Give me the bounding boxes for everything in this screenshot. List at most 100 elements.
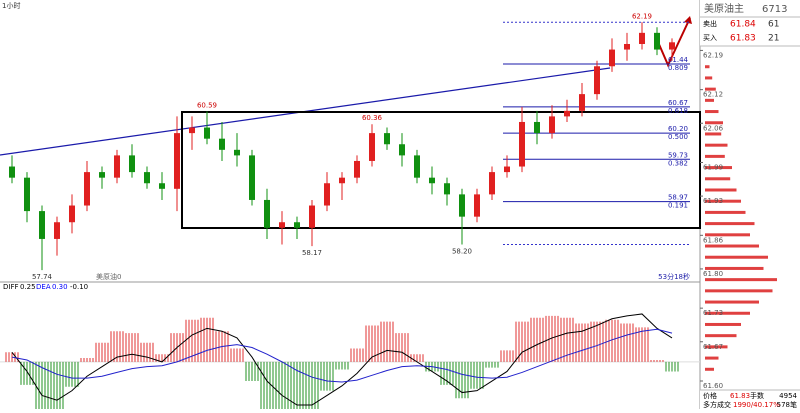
- volume-bar: [705, 289, 773, 293]
- volume-bar: [705, 266, 764, 270]
- fib-ratio: 0.191: [668, 202, 688, 210]
- candle-body: [339, 177, 345, 184]
- countdown: 53分18秒: [658, 272, 690, 281]
- candle-body: [249, 155, 255, 200]
- volume-bar: [705, 367, 714, 371]
- quote-code: 6713: [762, 4, 787, 15]
- price-annotation: 60.36: [362, 114, 383, 122]
- macd-value: -0.10: [70, 283, 88, 291]
- candle-body: [309, 205, 315, 228]
- footer-panel: [700, 390, 800, 409]
- price-annotation: 62.19: [632, 12, 652, 20]
- volume-bar: [705, 255, 768, 259]
- volume-bar: [705, 345, 728, 349]
- candle-body: [159, 183, 165, 189]
- candle-body: [474, 194, 480, 217]
- trades: 578笔: [777, 400, 797, 409]
- candle-body: [279, 222, 285, 228]
- price-value: 61.83: [730, 392, 750, 400]
- y-tick-label: 61.80: [703, 270, 723, 278]
- candle-body: [669, 42, 675, 50]
- candle-body: [174, 133, 180, 189]
- fib-ratio: 0.382: [668, 159, 688, 167]
- candle-body: [429, 177, 435, 184]
- volume-bar: [705, 334, 737, 338]
- candle-body: [624, 43, 630, 50]
- candle-body: [219, 138, 225, 150]
- buy-price: 61.83: [730, 34, 756, 44]
- qty-value: 4954: [779, 392, 797, 400]
- volume-bar: [705, 177, 731, 181]
- fib-ratio: 0.809: [668, 64, 688, 72]
- candle-body: [189, 127, 195, 134]
- candle-body: [264, 199, 270, 228]
- candle-body: [114, 155, 120, 178]
- y-tick-label: 61.67: [703, 343, 723, 351]
- arrow-head: [684, 16, 692, 24]
- fib-price: 59.73: [668, 151, 688, 159]
- candle-body: [594, 66, 600, 95]
- period[interactable]: 1小时: [2, 1, 20, 10]
- side-label: 多方成交: [703, 400, 731, 409]
- candle-body: [399, 144, 405, 156]
- diff-label: DIFF: [3, 283, 19, 291]
- y-tick-label: 61.99: [703, 163, 723, 171]
- volume-bar: [705, 244, 759, 248]
- candle-body: [234, 149, 240, 156]
- candle-body: [294, 222, 300, 228]
- macd-line: [11, 313, 673, 406]
- volume-bar: [705, 143, 728, 147]
- candle-body: [414, 155, 420, 178]
- candle-body: [39, 211, 45, 239]
- candle-body: [639, 32, 645, 44]
- fib-price: 58.97: [668, 194, 688, 202]
- candle-body: [564, 110, 570, 117]
- candle-body: [609, 49, 615, 67]
- candle-body: [384, 133, 390, 145]
- candle-body: [489, 172, 495, 195]
- volume-bar: [705, 121, 723, 125]
- diff-value: 0.25: [20, 283, 36, 291]
- candle-body: [99, 172, 105, 178]
- fib-price: 61.44: [668, 56, 689, 64]
- volume-bar: [705, 188, 737, 192]
- dea-value: 0.30: [52, 283, 68, 291]
- candle-body: [84, 172, 90, 206]
- buy-qty: 21: [768, 34, 779, 44]
- y-tick-label: 62.19: [703, 51, 723, 59]
- price-annotation: 58.17: [302, 249, 322, 257]
- candle-body: [519, 121, 525, 167]
- candle-body: [459, 194, 465, 217]
- candle-body: [579, 94, 585, 111]
- price-annotation: 57.74: [32, 273, 53, 281]
- volume-bar: [705, 356, 719, 360]
- dea-label: DEA: [36, 283, 51, 291]
- volume-bar: [705, 233, 750, 237]
- candle-body: [129, 155, 135, 173]
- candle-body: [54, 222, 60, 239]
- macd-line: [11, 328, 673, 383]
- candle-body: [69, 205, 75, 223]
- volume-bar: [705, 132, 722, 136]
- y-tick-label: 61.60: [703, 382, 723, 390]
- volume-bar: [705, 76, 713, 80]
- volume-bar: [705, 154, 725, 158]
- fib-price: 60.67: [668, 99, 688, 107]
- volume-bar: [705, 210, 746, 214]
- price-annotation: 58.20: [452, 248, 472, 256]
- volume-bar: [705, 322, 741, 326]
- volume-bar: [705, 166, 732, 170]
- candle-body: [444, 183, 450, 195]
- y-tick-label: 61.86: [703, 236, 724, 244]
- quote-symbol: 美原油主: [704, 2, 744, 15]
- volume-bar: [705, 87, 716, 91]
- candle-body: [354, 160, 360, 178]
- qty-label: 手数: [750, 391, 764, 400]
- quote-panel: [700, 0, 800, 46]
- range-box: [181, 111, 701, 229]
- candle-body: [504, 166, 510, 173]
- volume-bar: [705, 98, 714, 102]
